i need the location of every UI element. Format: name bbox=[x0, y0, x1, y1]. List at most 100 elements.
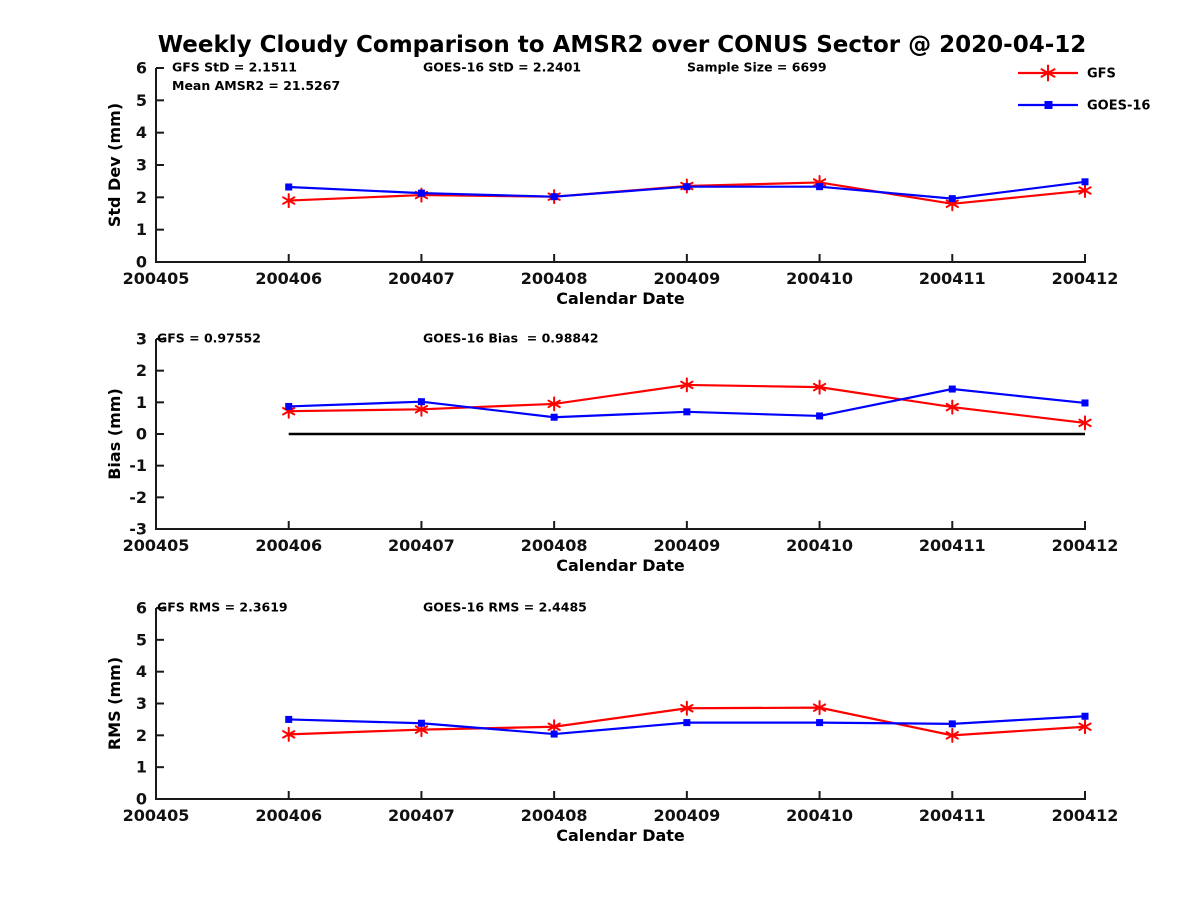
y-tick-label: 2 bbox=[136, 188, 147, 207]
marker-star-gfs bbox=[547, 399, 561, 409]
marker-square-goes-16 bbox=[417, 398, 425, 406]
y-tick-label: 1 bbox=[136, 758, 147, 777]
x-tick-label: 200407 bbox=[388, 806, 455, 825]
marker-square-goes-16 bbox=[285, 402, 293, 410]
y-tick-label: -2 bbox=[129, 488, 147, 507]
x-tick-label: 200412 bbox=[1052, 806, 1119, 825]
y-axis-label: Bias (mm) bbox=[105, 388, 124, 480]
x-tick-label: 200405 bbox=[123, 536, 190, 555]
marker-star-gfs bbox=[812, 382, 827, 392]
marker-square-goes-16 bbox=[1081, 399, 1089, 407]
x-tick-label: 200409 bbox=[653, 806, 720, 825]
chart-title: Weekly Cloudy Comparison to AMSR2 over C… bbox=[158, 32, 1087, 58]
x-tick-label: 200407 bbox=[388, 536, 455, 555]
marker-star-gfs bbox=[680, 704, 694, 713]
x-tick-label: 200408 bbox=[521, 536, 588, 555]
y-tick-label: 0 bbox=[136, 790, 147, 809]
marker-star-gfs bbox=[1078, 186, 1092, 195]
x-tick-label: 200409 bbox=[653, 536, 720, 555]
x-tick-label: 200406 bbox=[255, 806, 322, 825]
y-tick-label: 0 bbox=[136, 253, 147, 272]
x-tick-label: 200407 bbox=[388, 269, 455, 288]
marker-star-gfs bbox=[282, 730, 296, 739]
marker-star-gfs bbox=[547, 722, 561, 731]
legend-marker-star bbox=[1040, 68, 1056, 78]
y-tick-label: 1 bbox=[136, 393, 147, 412]
annotation-text: Sample Size = 6699 bbox=[687, 60, 827, 75]
x-tick-label: 200411 bbox=[919, 269, 986, 288]
marker-square-goes-16 bbox=[948, 720, 956, 728]
marker-square-goes-16 bbox=[948, 195, 956, 203]
marker-star-gfs bbox=[414, 725, 429, 734]
marker-square-goes-16 bbox=[417, 189, 425, 197]
marker-square-goes-16 bbox=[816, 183, 824, 191]
marker-star-gfs bbox=[1078, 722, 1092, 731]
marker-square-goes-16 bbox=[683, 719, 691, 727]
marker-square-goes-16 bbox=[285, 183, 293, 191]
marker-square-goes-16 bbox=[1081, 712, 1089, 720]
y-tick-label: 6 bbox=[136, 59, 147, 78]
marker-square-goes-16 bbox=[816, 719, 824, 727]
annotation-text: GOES-16 StD = 2.2401 bbox=[423, 60, 581, 75]
x-tick-label: 200410 bbox=[786, 269, 853, 288]
marker-square-goes-16 bbox=[1081, 178, 1089, 186]
marker-square-goes-16 bbox=[417, 719, 425, 727]
y-axis-label: RMS (mm) bbox=[105, 657, 124, 750]
marker-star-gfs bbox=[282, 196, 296, 205]
x-tick-label: 200412 bbox=[1052, 536, 1119, 555]
marker-star-gfs bbox=[945, 402, 959, 412]
legend-item-gfs: GFS bbox=[1018, 64, 1116, 82]
annotation-text: GFS RMS = 2.3619 bbox=[157, 600, 288, 615]
y-tick-label: 5 bbox=[136, 91, 147, 110]
marker-star-gfs bbox=[282, 406, 296, 416]
x-tick-label: 200412 bbox=[1052, 269, 1119, 288]
subplots-layer: 0 1 2 3 4 5 6 200405 200406 200407 200408 200409 200… bbox=[105, 59, 1118, 846]
subplot-1: 0 1 2 3 4 5 6 200405 200406 200407 200408 200409 200… bbox=[105, 59, 1118, 309]
marker-star-gfs bbox=[812, 703, 827, 712]
marker-square-goes-16 bbox=[550, 730, 558, 738]
x-tick-label: 200408 bbox=[521, 806, 588, 825]
marker-square-goes-16 bbox=[550, 413, 558, 421]
legend-item-goes-16: GOES-16 bbox=[1018, 99, 1150, 114]
x-tick-label: 200406 bbox=[255, 269, 322, 288]
x-tick-label: 200410 bbox=[786, 806, 853, 825]
y-tick-label: 5 bbox=[136, 630, 147, 649]
x-tick-label: 200411 bbox=[919, 536, 986, 555]
y-tick-label: 4 bbox=[136, 123, 147, 142]
y-tick-label: -3 bbox=[129, 520, 147, 539]
x-tick-label: 200405 bbox=[123, 806, 190, 825]
marker-square-goes-16 bbox=[683, 408, 691, 416]
marker-square-goes-16 bbox=[816, 412, 824, 420]
y-tick-label: 3 bbox=[136, 694, 147, 713]
annotation-text: Mean AMSR2 = 21.5267 bbox=[172, 78, 340, 93]
x-tick-label: 200409 bbox=[653, 269, 720, 288]
y-tick-label: 2 bbox=[136, 726, 147, 745]
marker-square-goes-16 bbox=[285, 715, 293, 723]
y-tick-label: -1 bbox=[129, 456, 147, 475]
legend-label: GFS bbox=[1087, 67, 1116, 82]
marker-star-gfs bbox=[414, 405, 429, 414]
marker-star-gfs bbox=[1078, 418, 1092, 428]
subplot-2: -3 -2 -1 0 1 2 3 200405 200406 200407 200408 200409… bbox=[105, 330, 1118, 576]
x-tick-label: 200408 bbox=[521, 269, 588, 288]
marker-star-gfs bbox=[680, 380, 694, 390]
annotation-text: GOES-16 RMS = 2.4485 bbox=[423, 600, 587, 615]
y-tick-label: 3 bbox=[136, 330, 147, 349]
subplot-3: 0 1 2 3 4 5 6 200405 200406 200407 200408 200409 200… bbox=[105, 599, 1118, 846]
y-tick-label: 2 bbox=[136, 361, 147, 380]
y-tick-label: 4 bbox=[136, 662, 147, 681]
marker-star-gfs bbox=[812, 178, 827, 187]
x-axis-label: Calendar Date bbox=[556, 289, 685, 308]
legend-marker-square bbox=[1044, 101, 1053, 109]
x-tick-label: 200411 bbox=[919, 806, 986, 825]
legend-label: GOES-16 bbox=[1087, 99, 1150, 114]
x-axis-label: Calendar Date bbox=[556, 826, 685, 845]
annotation-text: GFS StD = 2.1511 bbox=[172, 60, 297, 75]
x-tick-label: 200405 bbox=[123, 269, 190, 288]
y-axis-label: Std Dev (mm) bbox=[105, 103, 124, 227]
y-tick-label: 3 bbox=[136, 156, 147, 175]
x-tick-label: 200410 bbox=[786, 536, 853, 555]
x-tick-label: 200406 bbox=[255, 536, 322, 555]
annotation-text: GOES-16 Bias = 0.98842 bbox=[423, 331, 599, 346]
